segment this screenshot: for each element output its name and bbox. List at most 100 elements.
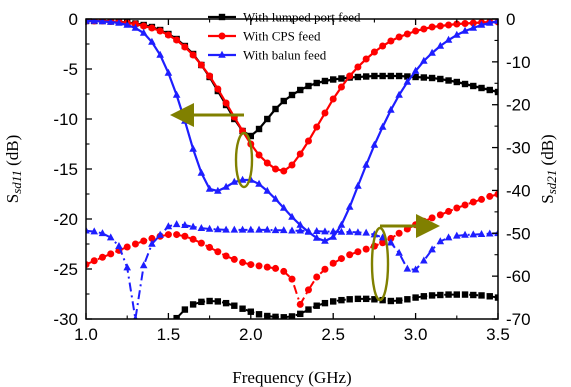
data-point-with-cps-feed-ssd21-8 <box>148 234 156 242</box>
data-point-with-lumped-port-feed-ssd21-4 <box>206 297 213 305</box>
data-point-with-cps-feed-ssd21-17 <box>222 252 230 260</box>
data-point-with-balun-feed-ssd11-23 <box>271 194 280 202</box>
data-point-with-cps-feed-ssd11-10 <box>164 31 172 39</box>
data-point-with-balun-feed-ssd21-33 <box>354 228 362 236</box>
series-group <box>86 19 498 319</box>
data-point-with-balun-feed-ssd11-46 <box>461 26 469 34</box>
data-point-with-balun-feed-ssd11-16 <box>214 186 222 194</box>
data-point-with-balun-feed-ssd21-34 <box>362 228 370 236</box>
data-point-with-balun-feed-ssd21-40 <box>411 265 420 273</box>
data-point-with-cps-feed-ssd11-37 <box>387 37 395 45</box>
data-point-with-balun-feed-ssd21-11 <box>172 220 181 228</box>
data-point-with-lumped-port-feed-ssd11-23 <box>272 105 279 113</box>
data-point-with-balun-feed-ssd21-38 <box>395 248 403 256</box>
y-left-axis-label: Ssd11 (dB) <box>3 135 24 204</box>
data-point-with-balun-feed-ssd11-7 <box>139 28 148 36</box>
data-point-with-balun-feed-ssd21-37 <box>387 238 395 246</box>
data-point-with-lumped-port-feed-ssd11-28 <box>313 79 320 87</box>
data-point-with-balun-feed-ssd21-25 <box>288 226 296 234</box>
data-point-with-cps-feed-ssd21-6 <box>131 240 139 248</box>
data-point-with-lumped-port-feed-ssd21-28 <box>404 296 411 303</box>
data-point-with-balun-feed-ssd11-34 <box>362 160 370 168</box>
data-point-with-lumped-port-feed-ssd21-3 <box>198 298 205 306</box>
y-right-tick-label: 0 <box>506 10 515 29</box>
data-point-with-lumped-port-feed-ssd21-12 <box>272 313 279 319</box>
data-point-with-lumped-port-feed-ssd11-50 <box>494 88 498 96</box>
data-point-with-balun-feed-ssd21-45 <box>453 231 461 239</box>
data-point-with-cps-feed-ssd21-33 <box>354 248 362 256</box>
data-point-with-lumped-port-feed-ssd11-48 <box>478 84 485 92</box>
data-point-with-balun-feed-ssd11-26 <box>296 220 305 228</box>
data-point-with-cps-feed-ssd11-43 <box>436 22 444 30</box>
data-point-with-lumped-port-feed-ssd21-13 <box>280 314 287 319</box>
data-point-with-balun-feed-ssd11-24 <box>279 203 288 211</box>
data-point-with-balun-feed-ssd21-39 <box>403 264 412 272</box>
data-point-with-lumped-port-feed-ssd21-1 <box>181 306 189 313</box>
data-point-with-lumped-port-feed-ssd21-32 <box>437 291 444 299</box>
data-point-with-cps-feed-ssd21-37 <box>387 234 395 242</box>
data-point-with-balun-feed-ssd11-8 <box>148 37 156 45</box>
plot-area <box>86 19 498 319</box>
data-point-with-balun-feed-ssd11-15 <box>205 184 214 192</box>
data-point-with-cps-feed-ssd21-28 <box>313 273 321 281</box>
left-axis-ellipse <box>234 131 254 189</box>
data-point-with-cps-feed-ssd21-1 <box>90 257 98 265</box>
data-point-with-balun-feed-ssd21-31 <box>337 227 346 235</box>
data-point-with-cps-feed-ssd21-11 <box>173 231 181 239</box>
data-point-with-balun-feed-ssd21-19 <box>238 225 247 233</box>
data-point-with-cps-feed-ssd11-36 <box>379 42 387 50</box>
data-point-with-balun-feed-ssd21-4 <box>115 241 123 249</box>
data-point-with-lumped-port-feed-ssd11-24 <box>280 97 287 105</box>
data-point-with-balun-feed-ssd21-49 <box>485 229 494 237</box>
data-point-with-cps-feed-ssd21-48 <box>478 195 486 203</box>
data-point-with-cps-feed-ssd21-25 <box>288 275 296 283</box>
data-point-with-cps-feed-ssd21-50 <box>494 190 498 198</box>
data-point-with-lumped-port-feed-ssd11-43 <box>437 75 444 83</box>
data-point-with-balun-feed-ssd21-44 <box>444 233 453 241</box>
data-point-with-lumped-port-feed-ssd11-20 <box>247 132 254 140</box>
y-left-tick-label: -5 <box>63 60 78 79</box>
data-point-with-balun-feed-ssd11-49 <box>485 19 494 26</box>
data-point-with-balun-feed-ssd11-50 <box>494 19 498 24</box>
data-point-with-cps-feed-ssd21-2 <box>98 253 106 261</box>
data-point-with-balun-feed-ssd11-6 <box>131 23 140 31</box>
data-point-with-lumped-port-feed-ssd11-22 <box>264 115 271 123</box>
data-point-with-cps-feed-ssd11-21 <box>255 151 263 159</box>
data-point-with-cps-feed-ssd21-24 <box>280 267 288 275</box>
y-left-tick-label: -30 <box>53 310 78 329</box>
data-point-with-balun-feed-ssd21-2 <box>98 229 107 237</box>
legend: With lumped port feed With CPS feed With b… <box>208 10 361 63</box>
data-point-with-balun-feed-ssd11-36 <box>378 122 387 130</box>
data-point-with-balun-feed-ssd21-9 <box>156 230 164 238</box>
data-point-with-balun-feed-ssd21-24 <box>279 226 288 234</box>
data-point-with-balun-feed-ssd21-1 <box>90 227 99 235</box>
data-point-with-balun-feed-ssd11-48 <box>477 20 486 28</box>
data-point-with-balun-feed-ssd21-46 <box>461 230 469 238</box>
axes: 1.0 1.5 2.0 2.5 3.0 3.5 0 -5 -10 -15 -20 -25 -30 0 -10… <box>3 10 559 387</box>
y-right-tick-label: -50 <box>506 224 531 243</box>
data-point-with-balun-feed-ssd11-29 <box>321 236 329 244</box>
data-point-with-balun-feed-ssd11-4 <box>115 19 123 26</box>
data-point-with-balun-feed-ssd11-21 <box>255 179 263 187</box>
data-point-with-balun-feed-ssd21-7 <box>139 261 148 269</box>
data-point-with-lumped-port-feed-ssd11-31 <box>338 75 345 82</box>
data-point-with-lumped-port-feed-ssd21-11 <box>264 312 271 319</box>
data-point-with-balun-feed-ssd11-2 <box>98 19 107 25</box>
data-point-with-lumped-port-feed-ssd11-30 <box>330 76 337 83</box>
x-tick-label: 3.5 <box>486 325 510 344</box>
data-point-with-cps-feed-ssd21-0 <box>86 261 90 269</box>
data-point-with-cps-feed-ssd21-18 <box>230 255 238 263</box>
data-point-with-balun-feed-ssd21-22 <box>263 225 272 233</box>
data-point-with-balun-feed-ssd11-11 <box>172 90 181 98</box>
data-point-with-lumped-port-feed-ssd21-35 <box>461 291 469 298</box>
data-point-with-balun-feed-ssd21-32 <box>345 227 354 235</box>
data-point-with-balun-feed-ssd11-1 <box>90 19 99 24</box>
series-line-with-cps-feed-ssd21 <box>86 193 498 307</box>
data-point-with-lumped-port-feed-ssd21-22 <box>354 295 362 303</box>
data-point-with-balun-feed-ssd11-3 <box>106 19 115 25</box>
data-point-with-lumped-port-feed-ssd11-21 <box>255 125 263 133</box>
data-point-with-balun-feed-ssd21-48 <box>477 229 486 237</box>
x-tick-label: 1.5 <box>157 325 181 344</box>
data-point-with-balun-feed-ssd11-32 <box>345 202 354 210</box>
data-point-with-cps-feed-ssd11-30 <box>329 95 337 103</box>
